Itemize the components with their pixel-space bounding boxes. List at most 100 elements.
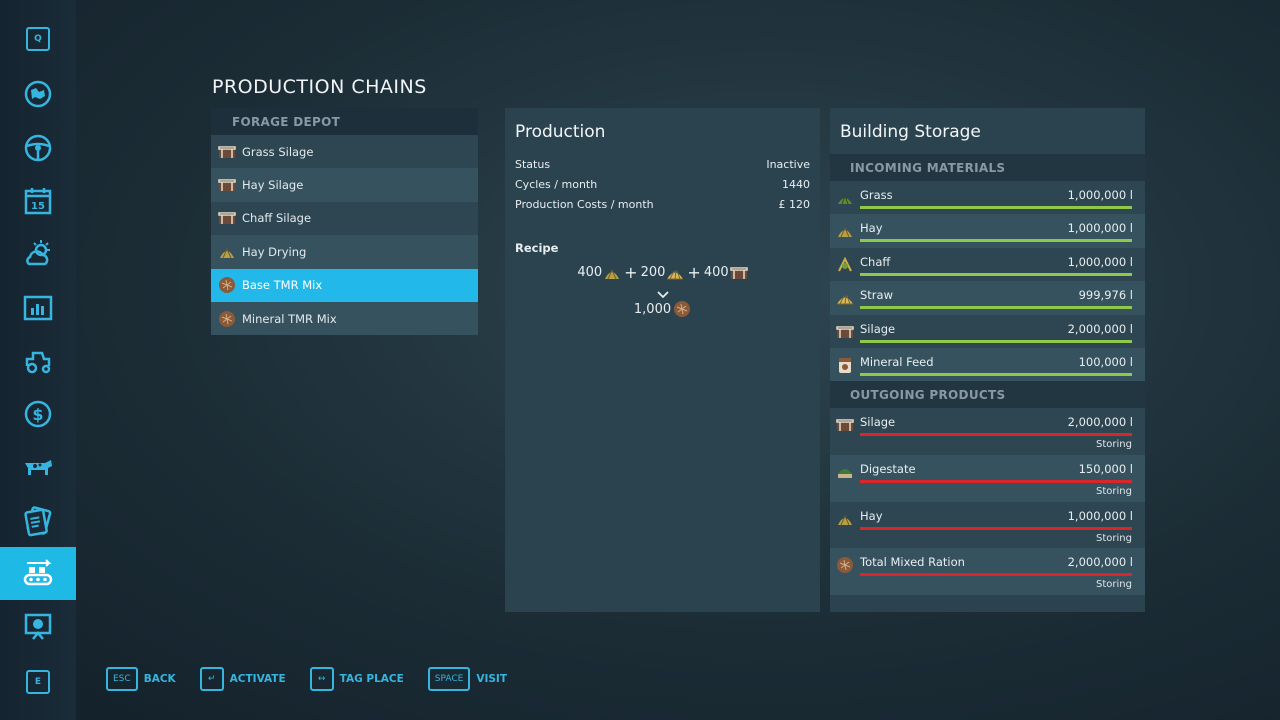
chevron-down-icon [505,284,820,299]
back-button[interactable]: ESC BACK [106,667,176,691]
calendar-tab[interactable]: 15 [0,174,76,227]
outgoing-list: Silage 2,000,000 l Storing Digestate 150… [830,408,1145,596]
vehicles-tab[interactable] [0,334,76,387]
fill-bar-level [860,526,1132,530]
hay-icon [835,221,855,241]
help-icon [24,613,52,640]
recipe-inputs: 400 + 200 + 400 [505,263,820,282]
tmr-icon [674,301,691,317]
item-name: Straw [860,288,893,303]
hay-icon [835,509,855,529]
item-value: 1,000,000 l [1067,188,1133,202]
map-tab[interactable] [0,67,76,120]
vehicles-icon [25,351,51,373]
item-name: Mineral Feed [860,354,934,369]
silage-icon [729,266,748,279]
incoming-header: INCOMING MATERIALS [830,154,1145,181]
finances-tab[interactable]: $ [0,387,76,440]
recipe-input-amount: 400 [703,265,729,280]
cycles-label: Cycles / month [515,177,598,191]
fill-bar-level [860,239,1132,243]
plus-sign: + [624,263,638,282]
statistics-tab[interactable] [0,281,76,334]
steering-wheel-icon [24,134,52,161]
costs-row: Production Costs / month £ 120 [505,194,820,214]
input-hints: ESC BACK ↵ ACTIVATE ↔ TAG PLACE SPACE VI… [106,667,531,691]
svg-text:15: 15 [31,201,45,212]
chain-item-mineral-tmr-mix[interactable]: Mineral TMR Mix [211,301,478,336]
chain-item-label: Base TMR Mix [242,278,323,293]
tag-place-button[interactable]: ↔ TAG PLACE [309,667,404,691]
item-value: 150,000 l [1078,462,1133,477]
activate-button[interactable]: ↵ ACTIVATE [199,667,286,691]
visit-button[interactable]: SPACE VISIT [427,667,507,691]
incoming-item-silage: Silage 2,000,000 l [830,314,1145,348]
hint-label: BACK [143,673,176,685]
chain-item-hay-silage[interactable]: Hay Silage [211,168,478,202]
help-tab[interactable] [0,600,76,653]
space-key-icon: SPACE [427,667,471,691]
item-name: Silage [860,321,896,336]
item-status: Storing [1096,439,1132,451]
outgoing-item-silage: Silage 2,000,000 l Storing [830,408,1145,456]
chain-item-base-tmr-mix[interactable]: Base TMR Mix [211,268,478,302]
item-value: 2,000,000 l [1067,415,1133,430]
calendar-icon: 15 [24,187,52,214]
fill-bar-level [860,433,1132,437]
production-tab[interactable] [0,547,76,600]
esc-key-icon: ESC [106,667,138,691]
fill-bar-level [860,306,1132,310]
recipe-output: 1,000 [505,300,820,318]
animals-tab[interactable] [0,441,76,494]
item-value: 2,000,000 l [1067,555,1133,570]
map-icon [24,80,52,107]
item-name: Digestate [860,462,916,477]
item-value: 1,000,000 l [1067,221,1133,236]
fill-bar [860,573,1132,577]
tmr-icon [835,555,855,575]
production-title: Production [515,122,606,142]
silage-icon [835,322,855,342]
item-status: Storing [1096,486,1132,498]
hint-label: VISIT [476,673,507,685]
production-panel: Production Status Inactive Cycles / mont… [505,108,820,612]
fill-bar [860,206,1132,209]
item-name: Grass [860,188,893,202]
menu-next-key[interactable]: E [0,655,76,708]
item-status: Storing [1096,579,1132,591]
vehicles-control-tab[interactable] [0,121,76,174]
tab-key-icon: ↔ [309,667,334,691]
recipe-input-amount: 400 [577,265,603,280]
fill-bar [860,480,1132,484]
sidebar: Q 15 $ E [0,0,76,720]
chain-item-label: Hay Drying [242,244,307,259]
finances-icon: $ [24,400,52,427]
hay-icon [217,242,237,262]
fill-bar [860,433,1132,437]
silage-icon [217,208,237,228]
svg-text:$: $ [32,405,43,424]
fill-bar-level [860,272,1132,276]
contracts-tab[interactable] [0,494,76,547]
animals-icon [25,459,52,475]
cycles-row: Cycles / month 1440 [505,174,820,194]
incoming-item-chaff: Chaff 1,000,000 l [830,247,1145,282]
menu-prev-key[interactable]: Q [0,12,76,65]
hint-label: TAG PLACE [339,673,404,685]
fill-bar-level [860,206,1132,209]
chains-header: FORAGE DEPOT [211,108,478,135]
fill-bar-level [860,480,1132,484]
chain-item-grass-silage[interactable]: Grass Silage [211,135,478,169]
recipe-input-amount: 200 [640,265,666,280]
straw-icon [835,288,855,308]
tmr-icon [217,275,237,295]
cycles-value: 1440 [782,177,810,191]
weather-tab[interactable] [0,227,76,280]
plus-sign: + [687,263,701,282]
chain-item-hay-drying[interactable]: Hay Drying [211,235,478,269]
chain-item-chaff-silage[interactable]: Chaff Silage [211,201,478,236]
statistics-icon [23,295,53,320]
hint-label: ACTIVATE [229,673,286,685]
incoming-item-mineral-feed: Mineral Feed 100,000 l [830,347,1145,382]
production-chains-list: FORAGE DEPOT Grass Silage Hay Silage Cha… [211,108,478,336]
